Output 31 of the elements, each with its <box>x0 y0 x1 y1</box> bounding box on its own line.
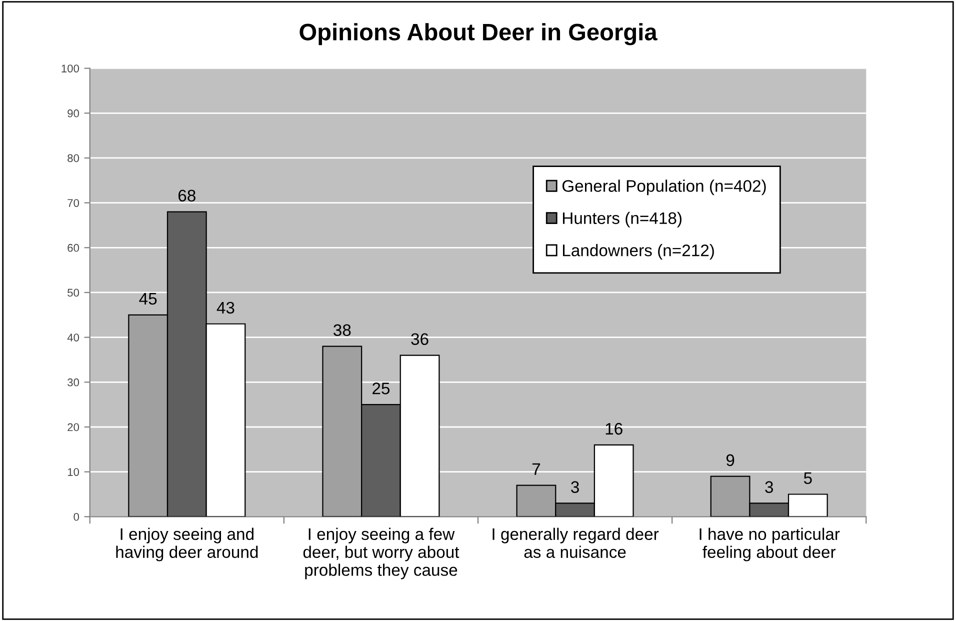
data-label: 68 <box>178 190 196 202</box>
y-tick-label: 50 <box>68 288 80 297</box>
y-tick-label: 80 <box>68 154 80 162</box>
data-label: 3 <box>765 481 774 493</box>
data-label: 43 <box>216 302 234 314</box>
data-label: 9 <box>726 454 734 466</box>
y-tick-label: 40 <box>67 334 80 342</box>
y-tick-label: 20 <box>68 423 80 432</box>
data-label: 25 <box>372 382 390 394</box>
y-tick-label: 70 <box>68 199 80 207</box>
y-tick-label: 90 <box>68 109 80 118</box>
x-tick-label: I enjoy seeing a few deer, but worry about problems they cause <box>303 528 460 580</box>
legend-label: Landowners (n=212) <box>562 244 714 260</box>
data-label: 45 <box>139 293 157 305</box>
y-tick-label: 60 <box>68 244 80 252</box>
data-label: 5 <box>804 472 812 484</box>
data-label: 36 <box>411 333 428 346</box>
data-label: 3 <box>571 481 579 493</box>
chart-title: Opinions About Deer in Georgia <box>300 23 658 46</box>
x-tick-label: I enjoy seeing and having deer around <box>116 528 258 562</box>
x-tick-label: I have no particular feeling about deer <box>700 528 840 562</box>
x-tick-label: I generally regard deer as a nuisance <box>492 528 659 558</box>
data-label: 16 <box>606 422 622 435</box>
y-tick-label: 10 <box>68 468 80 476</box>
y-tick-label: 0 <box>74 512 80 521</box>
y-tick-label: 30 <box>68 378 80 386</box>
legend-label: Hunters (n=418) <box>562 212 682 228</box>
data-label: 7 <box>532 463 540 475</box>
data-label: 38 <box>334 324 351 336</box>
legend-label: General Population (n=402) <box>562 180 766 196</box>
y-tick-label: 100 <box>62 64 80 72</box>
